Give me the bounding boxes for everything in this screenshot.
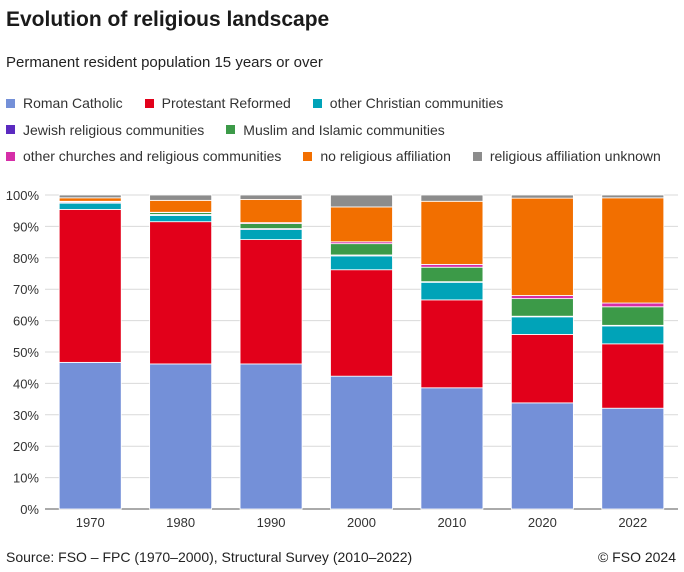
bar-segment-protestant-reformed-1980 [149, 221, 213, 365]
bar-segment-other-churches-and-religious-communities-2020 [510, 295, 574, 300]
bar-segment-protestant-reformed-2020 [510, 334, 574, 404]
y-tick-label: 70% [13, 282, 39, 297]
bar-segment-muslim-and-islamic-communities-2000 [330, 243, 393, 256]
chart-title: Evolution of religious landscape [6, 8, 330, 31]
legend-item-other-christian-communities: other Christian communities [312, 95, 504, 112]
bar-segment-religious-affiliation-unknown-2000 [330, 194, 393, 208]
bar-segment-other-christian-communities-1980 [149, 215, 213, 223]
legend-label: Muslim and Islamic communities [243, 121, 445, 138]
source-note: Source: FSO – FPC (1970–2000), Structura… [6, 549, 413, 565]
bar-segment-religious-affiliation-unknown-2022 [601, 194, 665, 199]
legend-swatch [144, 98, 154, 108]
bar-segment-other-christian-communities-2022 [601, 325, 665, 345]
legend-row: Jewish religious communities Muslim and I… [6, 117, 676, 144]
copyright-credit: © FSO 2024 [597, 549, 676, 565]
legend-item-jewish-religious-communities: Jewish religious communities [6, 122, 204, 138]
legend-item-no-religious-affiliation: no religious affiliation [303, 148, 451, 164]
stacked-bar-chart: 0% 10% 20% 30% 40% 50% 60% 70% 80% 90% 100% 1970 198… [6, 188, 678, 530]
chart-subtitle: Permanent resident population 15 years o… [6, 54, 323, 71]
legend-label: other Christian communities [329, 95, 504, 112]
bar-segment-roman-catholic-1970 [58, 361, 122, 510]
legend-label: Roman Catholic [23, 95, 123, 112]
bar-segment-roman-catholic-2020 [510, 402, 574, 510]
bar-segment-roman-catholic-2022 [601, 407, 665, 510]
y-tick-label: 90% [13, 219, 39, 234]
bar-segment-protestant-reformed-2000 [330, 269, 393, 377]
y-tick-label: 10% [13, 471, 39, 486]
bar-segment-other-christian-communities-1970 [58, 202, 122, 210]
legend-swatch [6, 151, 15, 161]
bar-segment-other-churches-and-religious-communities-2022 [601, 302, 665, 308]
legend-swatch [312, 98, 322, 108]
bar-segment-religious-affiliation-unknown-2010 [420, 194, 484, 202]
bar-segment-roman-catholic-1990 [239, 363, 303, 510]
y-tick-label: 50% [13, 345, 39, 360]
bar-segment-protestant-reformed-1970 [58, 209, 122, 363]
bar-segment-religious-affiliation-unknown-1970 [58, 194, 122, 199]
bar-segment-muslim-and-islamic-communities-2020 [510, 298, 574, 317]
y-tick-label: 30% [13, 408, 39, 423]
bar-segment-roman-catholic-2000 [330, 375, 393, 510]
legend-swatch [6, 98, 15, 108]
x-tick-label: 1990 [257, 515, 286, 530]
legend-row: Roman Catholic Protestant Reformed other C… [6, 90, 676, 117]
bar-segment-other-churches-and-religious-communities-2010 [420, 263, 484, 268]
legend-label: Protestant Reformed [161, 95, 291, 112]
bar-segment-protestant-reformed-2010 [420, 299, 484, 389]
y-tick-label: 40% [13, 376, 39, 391]
legend-item-religious-affiliation-unknown: religious affiliation unknown [472, 148, 661, 165]
legend-item-protestant-reformed: Protestant Reformed [144, 95, 291, 112]
bar-segment-roman-catholic-1980 [149, 363, 213, 510]
bar-segment-no-affiliation-1980 [149, 199, 213, 213]
legend-label: other churches and religious communities [23, 148, 282, 165]
legend-row: other churches and religious communities… [6, 143, 676, 170]
bar-segment-no-affiliation-1990 [239, 198, 303, 224]
bar-segment-religious-affiliation-unknown-1990 [239, 194, 303, 200]
x-tick-label: 2000 [347, 515, 376, 530]
legend-label: Jewish religious communities [23, 121, 205, 138]
bar-segment-muslim-and-islamic-communities-2010 [420, 266, 484, 283]
bar-segment-religious-affiliation-unknown-2020 [510, 194, 574, 199]
bar-segment-other-christian-communities-2020 [510, 316, 574, 335]
legend-swatch [472, 151, 482, 161]
bar-segment-no-affiliation-2000 [330, 206, 393, 243]
bar-segment-roman-catholic-2010 [420, 387, 484, 510]
y-tick-label: 60% [13, 314, 39, 329]
x-tick-label: 2022 [618, 515, 647, 530]
legend-label: religious affiliation unknown [489, 148, 661, 165]
y-tick-label: 100% [6, 188, 40, 203]
legend-item-other-churches-and-religious-communities: other churches and religious communities [6, 148, 281, 164]
x-tick-label: 2020 [528, 515, 557, 530]
y-tick-label: 80% [13, 251, 39, 266]
y-tick-label: 0% [20, 502, 39, 517]
bar-segment-other-christian-communities-1990 [239, 229, 303, 240]
x-tick-label: 1970 [76, 515, 105, 530]
bar-segment-religious-affiliation-unknown-1980 [149, 194, 213, 201]
legend-label: no religious affiliation [320, 148, 451, 165]
x-tick-label: 1980 [166, 515, 195, 530]
y-tick-label: 20% [13, 439, 39, 454]
bar-segment-no-affiliation-2022 [601, 197, 665, 304]
bar-segment-muslim-and-islamic-communities-2022 [601, 306, 665, 326]
bar-segment-no-affiliation-2010 [420, 200, 484, 265]
bar-segment-protestant-reformed-2022 [601, 343, 665, 409]
bar-segment-other-christian-communities-2000 [330, 255, 393, 271]
bar-segment-other-christian-communities-2010 [420, 281, 484, 301]
x-tick-label: 2010 [437, 515, 466, 530]
bar-segment-no-affiliation-1970 [58, 197, 122, 202]
bar-segment-protestant-reformed-1990 [239, 239, 303, 365]
legend-swatch [226, 125, 236, 135]
bar-segment-muslim-and-islamic-communities-1990 [239, 223, 303, 229]
legend-item-roman-catholic: Roman Catholic [6, 95, 123, 111]
chart-legend: Roman Catholic Protestant Reformed other C… [6, 90, 676, 170]
legend-swatch [6, 125, 15, 135]
legend-swatch [303, 151, 313, 161]
bar-segment-no-affiliation-2020 [510, 197, 574, 296]
legend-item-muslim-and-islamic-communities: Muslim and Islamic communities [226, 122, 445, 138]
